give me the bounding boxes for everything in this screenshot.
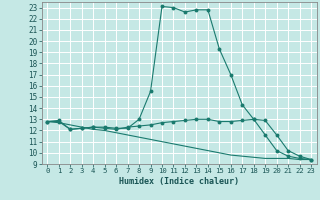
- X-axis label: Humidex (Indice chaleur): Humidex (Indice chaleur): [119, 177, 239, 186]
